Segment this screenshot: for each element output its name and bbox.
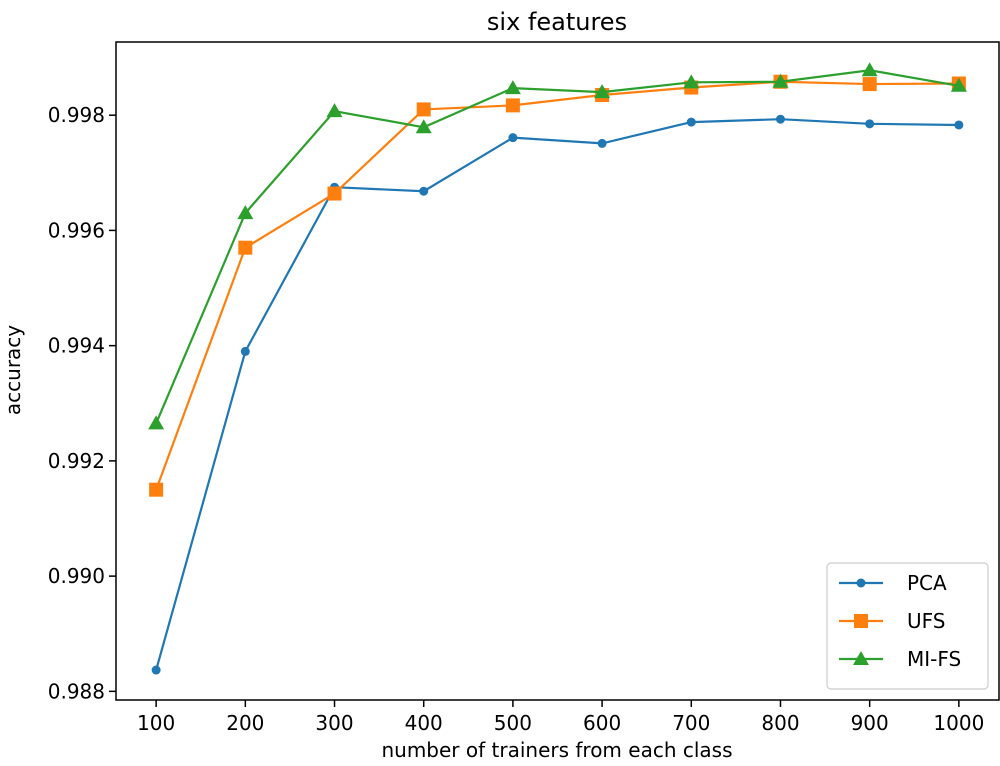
x-tick-label: 1000: [933, 711, 984, 735]
plot-frame: [115, 41, 1000, 701]
data-point-pca: [151, 665, 161, 675]
data-point-mi-fs: [415, 119, 432, 134]
y-axis-label: accuracy: [1, 325, 25, 415]
data-point-mi-fs: [237, 205, 254, 220]
data-point-mi-fs: [683, 74, 700, 89]
legend-label: UFS: [907, 609, 946, 633]
data-point-mi-fs: [326, 103, 343, 118]
data-point-mi-fs: [950, 77, 967, 92]
y-axis: 0.988 0.990 0.992 0.994 0.996 0.998: [48, 103, 116, 703]
y-tick-label: 0.988: [48, 679, 105, 703]
data-point-ufs: [149, 482, 164, 497]
data-point-mi-fs: [861, 62, 878, 77]
plot-area: [115, 41, 1000, 701]
x-tick-label: 300: [315, 711, 353, 735]
legend-item-mi-fs: MI-FS: [839, 647, 961, 671]
series-line-pca: [155, 118, 959, 671]
series-line-mi-fs: [155, 69, 960, 424]
data-point-mi-fs: [148, 415, 165, 430]
legend-marker: [854, 614, 868, 628]
y-tick-label: 0.990: [48, 564, 105, 588]
x-tick-label: 900: [851, 711, 889, 735]
data-point-ufs: [238, 240, 253, 255]
data-point-ufs: [862, 77, 877, 92]
data-point-pca: [686, 117, 696, 127]
x-axis: 100 200 300 400 500 600 700 800 900 1000: [137, 700, 984, 735]
y-tick-label: 0.996: [48, 218, 105, 242]
x-tick-label: 100: [137, 711, 175, 735]
x-axis-label: number of trainers from each class: [381, 738, 732, 762]
data-point-pca: [865, 119, 875, 129]
series-pca: [151, 114, 964, 675]
data-point-pca: [419, 186, 429, 196]
data-point-mi-fs: [772, 73, 789, 88]
legend-marker: [856, 578, 866, 588]
data-point-pca: [775, 114, 785, 124]
legend-label: MI-FS: [907, 647, 961, 671]
legend: PCA UFS MI-FS: [826, 562, 989, 690]
x-tick-label: 400: [405, 711, 443, 735]
series-line-ufs: [155, 80, 959, 491]
legend-item-ufs: UFS: [839, 609, 946, 633]
legend-label: PCA: [907, 571, 947, 595]
data-point-ufs: [505, 98, 520, 113]
data-point-ufs: [327, 186, 342, 201]
y-tick-label: 0.994: [48, 334, 105, 358]
data-point-pca: [597, 138, 607, 148]
legend-item-pca: PCA: [839, 571, 947, 595]
series-mi-fs: [148, 62, 967, 430]
data-point-mi-fs: [594, 84, 611, 99]
x-tick-label: 800: [761, 711, 799, 735]
legend-box: [826, 562, 989, 690]
data-point-pca: [508, 133, 518, 143]
x-tick-label: 600: [583, 711, 621, 735]
x-tick-label: 500: [494, 711, 532, 735]
series-ufs: [149, 74, 966, 497]
data-point-pca: [954, 120, 964, 130]
x-tick-label: 700: [672, 711, 710, 735]
y-tick-label: 0.992: [48, 449, 105, 473]
y-tick-label: 0.998: [48, 103, 105, 127]
data-point-pca: [240, 346, 250, 356]
chart-title: six features: [487, 8, 627, 36]
x-tick-label: 200: [226, 711, 264, 735]
data-point-mi-fs: [504, 80, 521, 95]
data-point-ufs: [416, 102, 431, 117]
legend-marker: [853, 651, 869, 665]
